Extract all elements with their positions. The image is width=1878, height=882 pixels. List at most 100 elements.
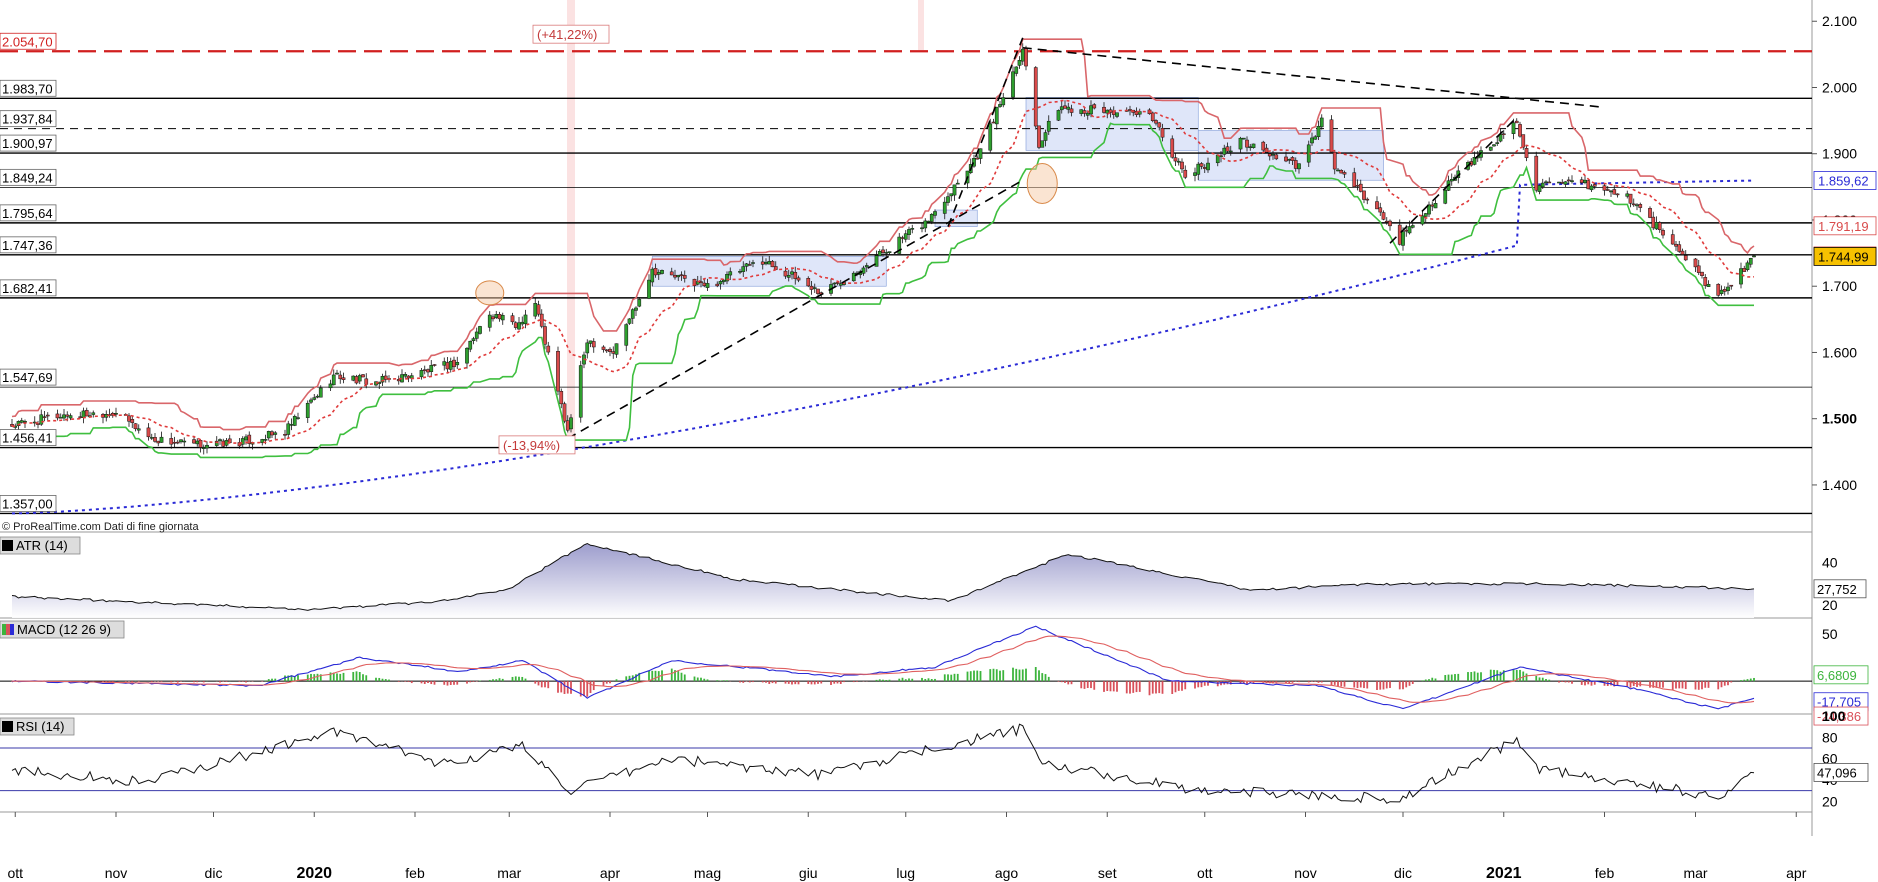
candle-body <box>487 314 492 328</box>
level-label-box <box>0 279 57 297</box>
panel-label-box <box>0 536 81 555</box>
candle-body <box>715 283 720 287</box>
panel-label-box <box>0 620 125 639</box>
trailing-stop-upper <box>11 38 1755 431</box>
candle-body <box>907 229 911 235</box>
level-label-box <box>0 32 57 50</box>
candle-body <box>783 270 788 277</box>
candle-body <box>429 365 434 372</box>
candle-body <box>543 326 547 345</box>
candle-body <box>679 274 684 276</box>
panel-label: MACD (12 26 9) <box>17 622 111 637</box>
candle-body <box>718 281 723 285</box>
candle-body <box>383 375 388 380</box>
candle-body <box>1628 193 1633 204</box>
candle-body <box>994 106 999 125</box>
level-label-box <box>0 368 57 386</box>
candle-body <box>926 220 931 223</box>
value-tag <box>1813 706 1869 726</box>
candle-body <box>1427 204 1431 215</box>
value-tag-label: 1.791,19 <box>1818 219 1869 234</box>
candle-body <box>702 282 707 286</box>
candle-body <box>1375 201 1379 210</box>
candle-body <box>1501 133 1506 135</box>
candle-body <box>1472 157 1477 165</box>
candle-body <box>1635 204 1639 207</box>
candle-body <box>1241 137 1246 140</box>
level-label: 1.849,24 <box>2 170 53 185</box>
rsi-tick-label: 100 <box>1822 708 1846 724</box>
level-label-box <box>0 236 57 254</box>
candle-body <box>1365 198 1370 201</box>
candle-body <box>55 413 60 419</box>
candle-body <box>1706 283 1711 287</box>
candle-body <box>949 193 954 197</box>
candle-body <box>1677 244 1682 252</box>
candle-body <box>1063 105 1067 109</box>
candle-body <box>198 440 203 448</box>
panel-label-swatch <box>2 624 6 635</box>
candle-body <box>10 424 14 427</box>
candle-body <box>328 383 333 389</box>
x-tick-label: 2020 <box>296 865 332 882</box>
candle-body <box>1443 189 1448 204</box>
candle-body <box>1290 157 1295 161</box>
candle-body <box>1069 108 1074 113</box>
candle-body <box>149 437 154 439</box>
candle-body <box>660 270 664 274</box>
candle-body <box>286 423 291 435</box>
candle-body <box>1342 172 1347 175</box>
candle-body <box>1378 207 1383 213</box>
candle-body <box>611 351 616 354</box>
candle-body <box>1657 222 1662 231</box>
x-tick-label: mar <box>1683 865 1707 881</box>
candle-body <box>838 283 843 286</box>
candle-body <box>1752 255 1756 258</box>
x-tick-label: set <box>1098 865 1117 881</box>
atr-line <box>11 542 1755 611</box>
candle-body <box>832 282 837 285</box>
candle-body <box>523 314 528 325</box>
candle-body <box>1173 157 1178 162</box>
candle-body <box>851 272 856 282</box>
candle-body <box>1079 109 1084 114</box>
candle-body <box>624 324 629 346</box>
candle-body <box>1651 216 1656 229</box>
candle-body <box>1654 222 1659 230</box>
candle-body <box>442 361 447 366</box>
x-tick-label: mag <box>694 865 721 881</box>
candle-body <box>991 121 996 124</box>
candle-body <box>1193 172 1197 176</box>
x-tick-label: apr <box>1786 865 1807 881</box>
candle-body <box>42 416 47 418</box>
candle-body <box>1625 193 1630 197</box>
candle-body <box>1615 193 1620 196</box>
candle-body <box>1742 268 1747 272</box>
candle-body <box>1557 181 1561 184</box>
candle-body <box>114 413 118 415</box>
candle-body <box>1248 146 1253 149</box>
candle-body <box>634 307 638 311</box>
candle-body <box>78 416 83 418</box>
candle-body <box>565 420 570 431</box>
candle-body <box>604 349 609 352</box>
candle-body <box>786 275 791 278</box>
candle-body <box>647 279 651 299</box>
candle-body <box>159 436 164 443</box>
candle-body <box>331 374 336 386</box>
candle-body <box>1579 179 1584 183</box>
candle-body <box>1631 203 1636 206</box>
candle-body <box>1609 190 1613 193</box>
candle-body <box>877 251 882 257</box>
candle-body <box>81 410 86 418</box>
candle-body <box>998 104 1002 107</box>
candle-body <box>1040 140 1045 148</box>
candle-body <box>806 278 811 287</box>
candle-body <box>608 348 612 352</box>
candle-body <box>1082 110 1087 114</box>
candle-body <box>305 402 310 418</box>
candle-body <box>1589 185 1594 191</box>
candle-body <box>1648 208 1652 218</box>
panel-label: RSI (14) <box>16 719 64 734</box>
